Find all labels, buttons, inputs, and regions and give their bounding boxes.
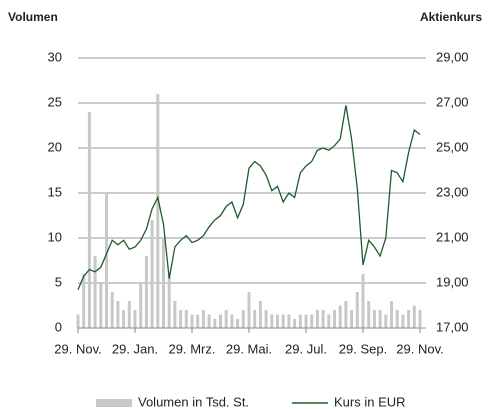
- y-tick-label: 30: [48, 49, 62, 64]
- volume-bar: [144, 256, 148, 328]
- volume-bar: [310, 314, 314, 328]
- volume-bar: [93, 256, 97, 328]
- volume-bar: [390, 301, 393, 328]
- volume-bar: [355, 292, 359, 328]
- volume-bar: [127, 301, 131, 328]
- volume-bar: [315, 310, 319, 328]
- volume-bar: [384, 314, 388, 328]
- volume-bar: [184, 310, 188, 328]
- legend-label: Volumen in Tsd. St.: [138, 394, 249, 409]
- x-tick-label: 29. Mrz.: [169, 341, 216, 356]
- volume-bar: [304, 314, 308, 328]
- y2-tick-label: 27,00: [436, 94, 469, 109]
- volume-bar: [276, 314, 279, 328]
- volume-bar: [350, 310, 354, 328]
- volume-bar: [82, 274, 86, 328]
- volume-bar: [150, 220, 154, 328]
- volume-bar: [372, 310, 376, 328]
- volume-bar: [201, 310, 205, 328]
- volume-bar: [367, 301, 371, 328]
- volume-bar: [139, 283, 143, 328]
- volume-bar: [241, 310, 245, 328]
- volume-bar: [412, 305, 416, 328]
- volume-bar: [338, 305, 342, 328]
- volume-bar: [281, 314, 285, 328]
- volume-bar: [156, 94, 160, 328]
- volume-bar: [298, 314, 302, 328]
- volume-bar: [418, 310, 422, 328]
- volume-bar: [236, 319, 240, 328]
- y-tick-label: 20: [48, 139, 62, 154]
- volume-bar: [247, 292, 251, 328]
- volume-bar: [87, 112, 91, 328]
- y2-tick-label: 21,00: [436, 229, 469, 244]
- x-tick-label: 29. Nov.: [54, 341, 101, 356]
- volume-bar: [105, 193, 108, 328]
- y-tick-label: 10: [48, 229, 62, 244]
- price-line: [77, 105, 421, 291]
- y2-tick-label: 19,00: [436, 274, 469, 289]
- volume-bar: [116, 301, 120, 328]
- volume-bar: [173, 301, 177, 328]
- y-tick-label: 25: [48, 94, 62, 109]
- volume-bar: [327, 314, 331, 328]
- volume-bar: [270, 314, 274, 328]
- x-tick-label: 29. Jan.: [112, 341, 158, 356]
- volume-bar: [344, 301, 348, 328]
- volume-bar: [162, 238, 165, 328]
- volume-bar: [361, 274, 365, 328]
- y2-tick-label: 25,00: [436, 139, 469, 154]
- volume-bar: [395, 310, 399, 328]
- volume-bar: [287, 314, 291, 328]
- volume-bar: [230, 314, 234, 328]
- y-axis-title: Volumen: [8, 10, 58, 24]
- volume-bar: [407, 310, 411, 328]
- y2-tick-label: 17,00: [436, 319, 469, 334]
- legend-label: Kurs in EUR: [334, 394, 406, 409]
- volume-bar: [219, 314, 222, 328]
- volume-bar: [167, 274, 171, 328]
- y-tick-label: 15: [48, 184, 62, 199]
- x-tick-label: 29. Jul.: [285, 341, 327, 356]
- volume-bar: [196, 314, 200, 328]
- volume-bar: [76, 314, 80, 328]
- legend-swatch: [96, 399, 132, 407]
- y2-axis-title: Aktienkurs: [420, 10, 482, 24]
- y-tick-label: 0: [55, 319, 62, 334]
- volume-bar: [122, 310, 126, 328]
- x-tick-label: 29. Mai.: [226, 341, 272, 356]
- volume-bar: [321, 310, 325, 328]
- x-tick-label: 29. Sep.: [339, 341, 387, 356]
- y2-tick-label: 29,00: [436, 49, 469, 64]
- y-tick-label: 5: [55, 274, 62, 289]
- volume-bar: [110, 292, 114, 328]
- volume-bar: [207, 314, 211, 328]
- y2-tick-label: 23,00: [436, 184, 469, 199]
- volume-bar: [133, 310, 137, 328]
- volume-bar: [333, 310, 336, 328]
- volume-bar: [258, 301, 262, 328]
- x-tick-label: 29. Nov.: [396, 341, 443, 356]
- volume-bar: [264, 310, 268, 328]
- volume-bar: [190, 314, 194, 328]
- volume-bar: [213, 319, 217, 328]
- volume-bar: [293, 319, 297, 328]
- volume-bar: [179, 310, 183, 328]
- volume-bar: [253, 310, 257, 328]
- volume-bar: [378, 310, 382, 328]
- volume-bar: [224, 310, 228, 328]
- volume-bar: [99, 283, 103, 328]
- volume-bar: [401, 314, 405, 328]
